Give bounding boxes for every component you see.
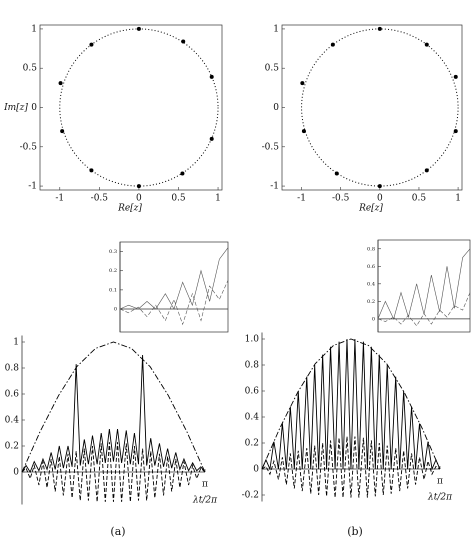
y-tick-label: 0.8	[5, 364, 20, 374]
y-tick-label: 0.4	[245, 413, 260, 423]
curve	[119, 280, 229, 326]
y-tick-label: 0.8	[245, 361, 260, 371]
y-tick-label: 0	[273, 103, 279, 113]
zero-point	[136, 184, 141, 189]
y-tick-label: 1.0	[245, 335, 260, 345]
y-tick-label: 0.2	[245, 439, 259, 449]
x-tick-label: 0	[377, 194, 383, 204]
y-tick-label: 1	[31, 24, 37, 34]
zero-point	[58, 81, 63, 86]
curve	[261, 338, 441, 470]
unit-circle	[301, 28, 459, 187]
x-tick-label: 1	[215, 194, 221, 204]
x-tick-label: 0.5	[171, 194, 186, 204]
curve	[119, 247, 229, 310]
zero-point	[181, 39, 186, 44]
zero-point	[334, 171, 339, 176]
zero-point	[209, 136, 214, 141]
zero-point	[424, 42, 429, 47]
x-tick-label: -0.5	[91, 194, 109, 204]
y-tick-label: -1	[28, 182, 37, 192]
zero-point	[300, 81, 305, 86]
y-tick-label: 0.4	[5, 416, 20, 426]
x-tick-label: -1	[55, 194, 64, 204]
x-tick-label: -0.5	[332, 194, 350, 204]
curve	[21, 341, 206, 473]
plot-frame	[39, 24, 223, 191]
zero-point	[89, 42, 94, 47]
y-tick-label: 0	[31, 103, 37, 113]
zero-point	[424, 168, 429, 173]
curve	[261, 436, 441, 498]
curve	[21, 354, 206, 473]
y-tick-label: 0.5	[23, 64, 38, 74]
x-axis-label: λt/2π	[192, 496, 218, 506]
x-tick-label: 0.5	[412, 194, 427, 204]
y-tick-label: -0.2	[242, 491, 259, 501]
x-tick-label: -1	[297, 194, 306, 204]
x-tick-label: π	[437, 477, 443, 487]
zero-point	[136, 26, 141, 31]
y-tick-label: -0.5	[262, 142, 280, 152]
curve	[377, 292, 471, 327]
zero-point	[301, 129, 306, 134]
y-tick-label: 0.5	[265, 64, 280, 74]
curve	[377, 248, 471, 320]
x-axis-label: Re[z]	[117, 204, 142, 214]
x-tick-label: 1	[455, 194, 461, 204]
zero-point	[377, 184, 382, 189]
y-tick-label: 0.6	[245, 387, 260, 397]
zero-point	[453, 129, 458, 134]
y-tick-label: 1	[273, 24, 279, 34]
unit-circle	[59, 28, 219, 187]
x-tick-label: π	[202, 480, 208, 490]
y-tick-label: 0	[253, 465, 259, 475]
y-tick-label: -0.5	[20, 142, 38, 152]
y-tick-label: 1	[13, 338, 19, 348]
zero-point	[377, 26, 382, 31]
zero-point	[209, 74, 214, 79]
plot-frame	[281, 24, 463, 191]
y-tick-label: 0	[114, 307, 117, 313]
x-axis-label: Re[z]	[358, 204, 383, 214]
y-tick-label: 0	[372, 316, 375, 322]
y-tick-label: 0	[13, 468, 19, 478]
x-axis-label: λt/2π	[427, 493, 453, 503]
zero-point	[89, 168, 94, 173]
y-tick-label: -1	[270, 182, 279, 192]
y-tick-label: 0.4	[367, 281, 375, 287]
panel-caption: (b)	[347, 525, 363, 538]
plot-frame	[119, 241, 229, 333]
zero-point	[60, 129, 65, 134]
curve	[21, 442, 206, 502]
y-tick-label: 0.2	[109, 268, 117, 274]
y-tick-label: 0.3	[109, 249, 117, 255]
zero-point	[453, 74, 458, 79]
x-tick-label: 0	[136, 194, 142, 204]
curve	[261, 338, 441, 471]
y-axis-label: Im[z]	[3, 103, 28, 113]
zero-point	[180, 171, 185, 176]
y-tick-label: 0.1	[109, 287, 117, 293]
zero-point	[330, 42, 335, 47]
y-tick-label: 0.6	[5, 390, 20, 400]
panel-caption: (a)	[110, 525, 125, 538]
y-tick-label: 0.2	[5, 442, 19, 452]
y-tick-label: 0.8	[367, 246, 375, 252]
y-tick-label: 0.6	[367, 264, 375, 270]
y-tick-label: 0.2	[367, 299, 375, 305]
